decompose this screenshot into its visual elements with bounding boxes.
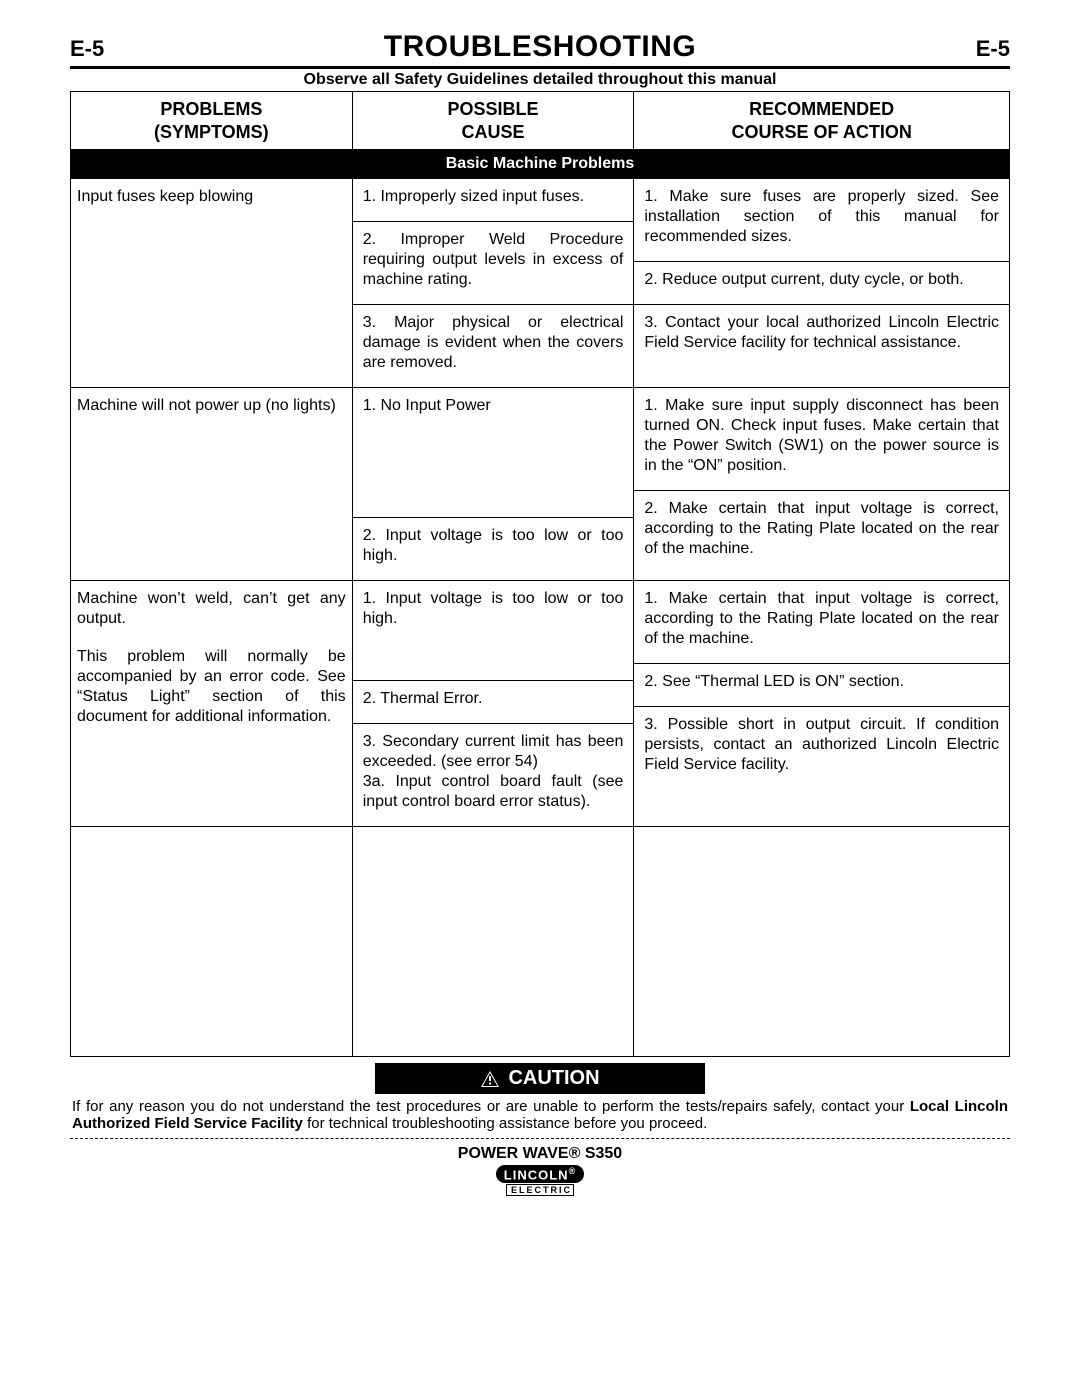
table-header-row: PROBLEMS (SYMPTOMS) POSSIBLE CAUSE RECOM… [71,92,1010,150]
logo-top: LINCOLN® [496,1165,584,1183]
action-item: 3. Possible short in output circuit. If … [634,707,1009,789]
page-footer: POWER WAVE® S350 LINCOLN® ELECTRIC [70,1145,1010,1198]
action-item: 2. Reduce output current, duty cycle, or… [634,262,1009,305]
action-item: 2. Make certain that input voltage is co… [634,491,1009,573]
caution-label: CAUTION [508,1067,599,1090]
action-item: 2. See “Thermal LED is ON” section. [634,664,1009,707]
cause-item: 3. Secondary current limit has been exce… [353,724,634,826]
logo-reg: ® [569,1166,577,1176]
action-item: 1. Make sure input supply disconnect has… [634,388,1009,491]
col-header-cause-l1: POSSIBLE [448,99,539,119]
cause-cell: 1. Improperly sized input fuses. 2. Impr… [352,179,634,388]
table-row-empty [71,827,1010,1057]
problem-text: Machine will not power up (no lights) [77,397,336,414]
page-header: E-5 TROUBLESHOOTING E-5 [70,30,1010,69]
col-header-action-l1: RECOMMENDED [749,99,894,119]
footnote-post: for technical troubleshooting assistance… [303,1115,707,1132]
safety-guideline-line: Observe all Safety Guidelines detailed t… [70,71,1010,89]
cause-item: 1. No Input Power [353,388,634,518]
col-header-cause-l2: CAUSE [462,122,525,142]
caution-footnote: If for any reason you do not understand … [70,1098,1010,1139]
col-header-problems-l2: (SYMPTOMS) [154,122,269,142]
troubleshooting-table: PROBLEMS (SYMPTOMS) POSSIBLE CAUSE RECOM… [70,91,1010,1057]
problem-note: This problem will normally be accompanie… [77,647,346,727]
cause-cell: 1. Input voltage is too low or too high.… [352,581,634,827]
logo-top-text: LINCOLN [504,1167,569,1182]
problem-cell: Machine will not power up (no lights) [71,388,353,581]
cause-item: 2. Improper Weld Procedure requiring out… [353,222,634,305]
col-header-cause: POSSIBLE CAUSE [352,92,634,150]
action-cell: 1. Make certain that input voltage is co… [634,581,1010,827]
cause-cell: 1. No Input Power 2. Input voltage is to… [352,388,634,581]
page-title: TROUBLESHOOTING [384,30,697,64]
lincoln-logo: LINCOLN® ELECTRIC [496,1165,584,1196]
cause-item: 1. Input voltage is too low or too high. [353,581,634,681]
section-band-row: Basic Machine Problems [71,150,1010,179]
cause-item: 2. Input voltage is too low or too high. [353,518,634,580]
caution-bar: CAUTION [375,1063,705,1094]
col-header-problems: PROBLEMS (SYMPTOMS) [71,92,353,150]
page-code-right: E-5 [976,36,1010,62]
action-item: 3. Contact your local authorized Lincoln… [634,305,1009,367]
logo-bottom: ELECTRIC [506,1184,574,1196]
footnote-pre: If for any reason you do not understand … [72,1098,910,1115]
table-row: Machine will not power up (no lights) 1.… [71,388,1010,581]
empty-cell [352,827,634,1057]
problem-text: Input fuses keep blowing [77,188,253,205]
col-header-action-l2: COURSE OF ACTION [732,122,912,142]
empty-cell [634,827,1010,1057]
col-header-action: RECOMMENDED COURSE OF ACTION [634,92,1010,150]
action-item: 1. Make sure fuses are properly sized. S… [634,179,1009,262]
cause-item: 3. Major physical or electrical damage i… [353,305,634,387]
cause-item: 2. Thermal Error. [353,681,634,724]
manual-page: E-5 TROUBLESHOOTING E-5 Observe all Safe… [0,0,1080,1397]
problem-cell: Input fuses keep blowing [71,179,353,388]
section-band: Basic Machine Problems [71,150,1009,178]
warning-icon [480,1070,500,1088]
table-row: Machine won’t weld, can’t get any output… [71,581,1010,827]
cause-item: 1. Improperly sized input fuses. [353,179,634,222]
action-cell: 1. Make sure fuses are properly sized. S… [634,179,1010,388]
col-header-problems-l1: PROBLEMS [160,99,262,119]
problem-cell: Machine won’t weld, can’t get any output… [71,581,353,827]
product-name: POWER WAVE® S350 [70,1145,1010,1163]
page-code-left: E-5 [70,36,104,62]
table-row: Input fuses keep blowing 1. Improperly s… [71,179,1010,388]
action-item: 1. Make certain that input voltage is co… [634,581,1009,664]
action-cell: 1. Make sure input supply disconnect has… [634,388,1010,581]
empty-cell [71,827,353,1057]
problem-text: Machine won’t weld, can’t get any output… [77,590,346,627]
